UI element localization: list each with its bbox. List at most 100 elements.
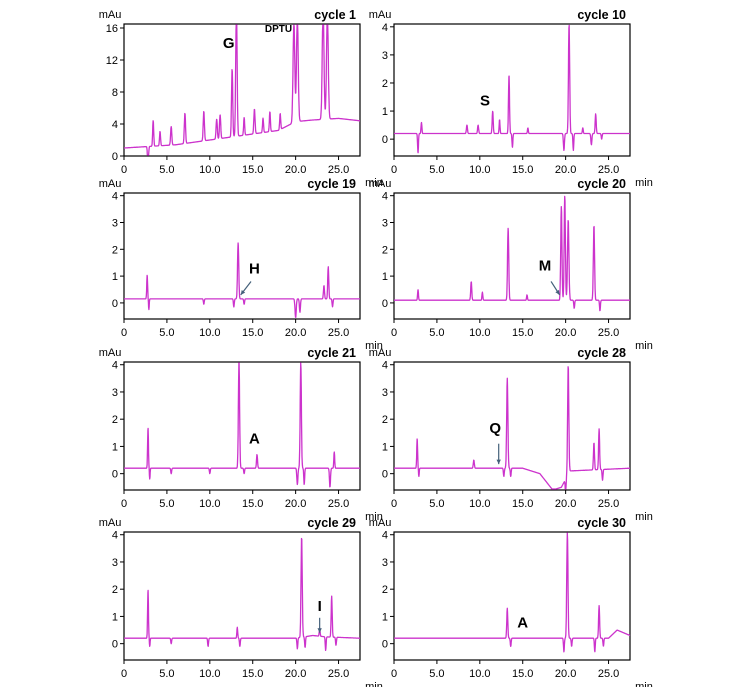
x-tick-label: 20.0: [285, 668, 306, 680]
chromatogram-trace: [393, 24, 631, 154]
y-tick-label: 8: [112, 87, 118, 99]
x-tick-label: 0: [121, 327, 127, 339]
y-tick-label: 4: [112, 530, 118, 542]
y-tick-label: 0: [112, 151, 118, 163]
peak-arrow-head: [496, 459, 501, 465]
x-tick-label: 15.0: [512, 668, 533, 680]
x-tick-label: 10.0: [199, 327, 220, 339]
x-tick-label: 5.0: [159, 327, 174, 339]
x-tick-label: 15.0: [512, 327, 533, 339]
x-axis-unit-label: min: [365, 681, 383, 687]
plot-frame: [393, 23, 631, 157]
chromatogram-trace: [123, 24, 361, 156]
chromatogram-trace: [123, 242, 361, 318]
panel-title: cycle 21: [307, 346, 356, 360]
x-axis-unit-label: min: [635, 511, 653, 523]
x-tick-label: 25.0: [598, 164, 619, 176]
y-tick-label: 1: [112, 271, 118, 283]
x-tick-label: 25.0: [328, 327, 349, 339]
x-tick-label: 20.0: [555, 498, 576, 510]
peak-arrow-head: [555, 289, 560, 295]
y-axis-unit-label: mAu: [99, 517, 122, 529]
plot-frame: [123, 361, 361, 491]
x-tick-label: 25.0: [328, 164, 349, 176]
y-tick-label: 1: [382, 106, 388, 118]
x-tick-label: 10.0: [199, 164, 220, 176]
x-tick-label: 15.0: [242, 327, 263, 339]
plot-frame: [123, 192, 361, 320]
y-tick-label: 4: [112, 119, 118, 131]
peak-label: S: [480, 92, 490, 109]
y-tick-label: 3: [112, 217, 118, 229]
x-tick-label: 15.0: [242, 164, 263, 176]
x-tick-label: 20.0: [555, 164, 576, 176]
y-tick-label: 3: [382, 217, 388, 229]
peak-label: A: [517, 614, 528, 631]
chromatogram-panel: 0 1 2 3 4 0 5.0 10.0 15.0 20.0 25.0 mAu min cycle 28 Q: [369, 346, 653, 523]
y-tick-label: 0: [382, 469, 388, 481]
x-tick-label: 20.0: [285, 498, 306, 510]
x-axis-unit-label: min: [365, 511, 383, 523]
y-tick-label: 2: [382, 244, 388, 256]
y-axis-unit-label: mAu: [369, 9, 392, 21]
y-tick-label: 3: [112, 387, 118, 399]
x-tick-label: 25.0: [598, 327, 619, 339]
chromatogram-trace: [393, 195, 631, 312]
y-tick-label: 0: [112, 639, 118, 651]
y-tick-label: 4: [112, 360, 118, 372]
plot-frame: [393, 531, 631, 661]
x-tick-label: 10.0: [199, 668, 220, 680]
y-tick-label: 4: [382, 22, 388, 34]
y-tick-label: 4: [382, 191, 388, 203]
x-tick-label: 0: [391, 668, 397, 680]
x-tick-label: 5.0: [429, 327, 444, 339]
y-tick-label: 16: [106, 23, 118, 35]
chromatogram-panel: 0 1 2 3 4 0 5.0 10.0 15.0 20.0 25.0 mAu min cycle 29 I: [99, 516, 383, 687]
chromatogram-panel: 0 4 8 12 16 0 5.0 10.0 15.0 20.0 25.0 mAu min cycle 1…: [99, 8, 383, 189]
panel-title: cycle 28: [577, 346, 626, 360]
plot-frame: [393, 361, 631, 491]
chromatogram-panel: 0 1 2 3 4 0 5.0 10.0 15.0 20.0 25.0 mAu min cycle 21 A: [99, 346, 383, 523]
peak-label: Q: [489, 420, 501, 437]
chromatogram-panel: 0 1 2 3 4 0 5.0 10.0 15.0 20.0 25.0 mAu min cycle 19 H: [99, 177, 383, 352]
y-tick-label: 2: [112, 414, 118, 426]
x-tick-label: 0: [121, 498, 127, 510]
y-tick-label: 4: [112, 191, 118, 203]
x-tick-label: 25.0: [328, 498, 349, 510]
y-tick-label: 2: [112, 584, 118, 596]
y-tick-label: 1: [112, 441, 118, 453]
y-tick-label: 0: [382, 639, 388, 651]
y-tick-label: 1: [382, 441, 388, 453]
x-tick-label: 0: [391, 498, 397, 510]
chromatogram-panel: 0 1 2 3 4 0 5.0 10.0 15.0 20.0 25.0 mAu min cycle 30 A: [369, 516, 653, 687]
y-tick-label: 0: [382, 298, 388, 310]
x-tick-label: 20.0: [555, 668, 576, 680]
peak-label: DPTU: [265, 24, 292, 35]
y-tick-label: 4: [382, 530, 388, 542]
y-axis-unit-label: mAu: [99, 178, 122, 190]
x-tick-label: 5.0: [159, 164, 174, 176]
plot-frame: [123, 23, 361, 157]
panel-title: cycle 10: [577, 8, 626, 22]
x-axis-unit-label: min: [635, 177, 653, 189]
y-tick-label: 2: [112, 244, 118, 256]
y-tick-label: 1: [382, 271, 388, 283]
x-tick-label: 25.0: [328, 668, 349, 680]
x-axis-unit-label: min: [365, 340, 383, 352]
y-axis-unit-label: mAu: [369, 517, 392, 529]
x-tick-label: 5.0: [429, 668, 444, 680]
panel-title: cycle 1: [314, 8, 356, 22]
x-axis-unit-label: min: [635, 681, 653, 687]
x-tick-label: 15.0: [242, 498, 263, 510]
y-tick-label: 3: [112, 557, 118, 569]
chromatogram-trace: [123, 537, 361, 652]
x-tick-label: 20.0: [285, 327, 306, 339]
x-tick-label: 20.0: [555, 327, 576, 339]
x-tick-label: 15.0: [242, 668, 263, 680]
x-axis-unit-label: min: [635, 340, 653, 352]
y-tick-label: 12: [106, 55, 118, 67]
y-tick-label: 4: [382, 360, 388, 372]
y-tick-label: 3: [382, 557, 388, 569]
y-tick-label: 2: [382, 584, 388, 596]
